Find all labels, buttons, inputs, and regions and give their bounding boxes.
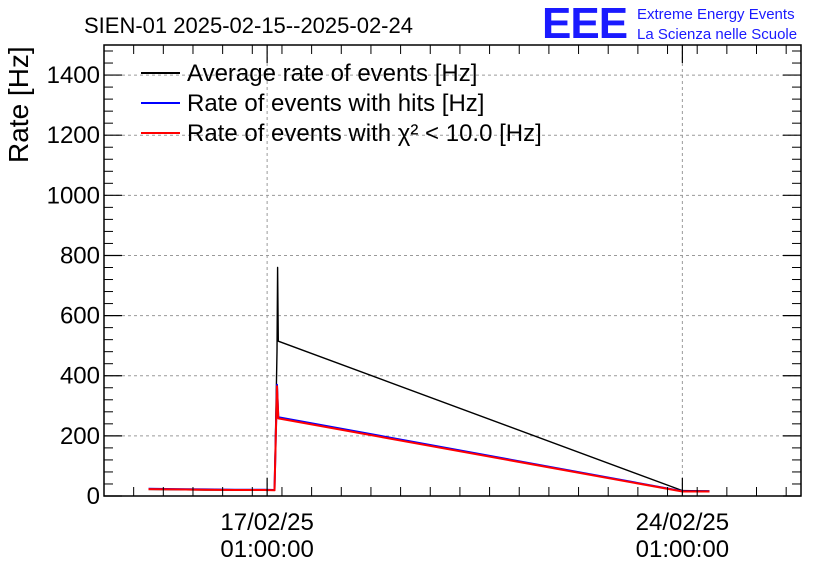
logo-mark: EEE: [542, 0, 627, 48]
logo-line-1: Extreme Energy Events: [637, 6, 795, 23]
y-axis-title: Rate [Hz]: [3, 46, 34, 163]
plot-frame: [103, 44, 802, 497]
series-line-2: [148, 383, 710, 493]
series-line-3: [148, 385, 710, 493]
series-group: [148, 266, 710, 493]
x-tick-label-time: 01:00:00: [220, 536, 313, 563]
y-tick-label: 400: [60, 363, 100, 390]
y-tick-label: 1200: [47, 122, 100, 149]
y-tick-label: 0: [87, 483, 100, 510]
logo-line-2: La Scienza nelle Scuole: [637, 26, 797, 43]
x-tick-label-time: 01:00:00: [636, 536, 729, 563]
series-line-1: [148, 266, 710, 492]
grid: [104, 45, 801, 496]
y-axis-ticks: 0 200 400 600 800 1000 1200 1400: [47, 50, 801, 510]
y-tick-label: 1400: [47, 62, 100, 89]
y-tick-label: 200: [60, 423, 100, 450]
legend-label-2: Rate of events with hits [Hz]: [187, 90, 484, 117]
y-tick-label: 800: [60, 242, 100, 269]
y-tick-label: 600: [60, 303, 100, 330]
y-tick-label: 1000: [47, 182, 100, 209]
legend: Average rate of events [Hz] Rate of event…: [141, 60, 542, 147]
x-tick-label-date: 17/02/25: [220, 509, 313, 536]
eee-logo: EEE Extreme Energy Events La Scienza nel…: [542, 0, 797, 48]
chart-title: SIEN-01 2025-02-15--2025-02-24: [84, 13, 413, 38]
legend-label-3: Rate of events with χ² < 10.0 [Hz]: [187, 120, 542, 147]
x-tick-label-date: 24/02/25: [636, 509, 729, 536]
legend-label-1: Average rate of events [Hz]: [187, 60, 477, 87]
